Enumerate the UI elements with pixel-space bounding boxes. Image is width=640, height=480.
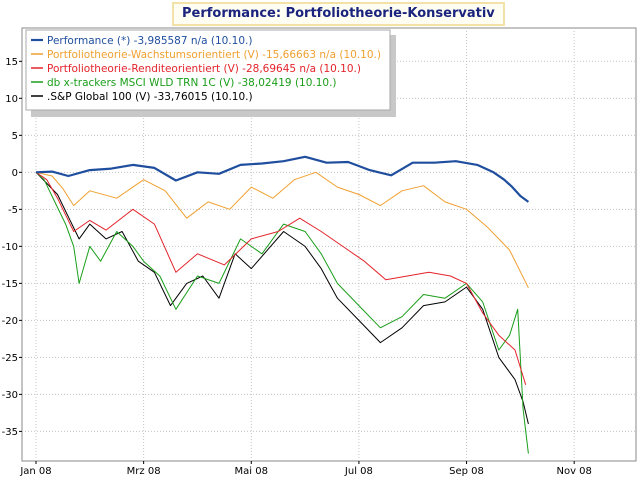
series-line-3 xyxy=(35,171,529,454)
legend-entry-0: Performance (*) -3,985587 n/a (10.10.) xyxy=(47,35,252,47)
x-axis: Jan 08 Mrz 08 Mai 08 Jul 08 Sep 08 Nov 08 xyxy=(19,461,592,477)
legend-entry-4: .S&P Global 100 (V) -33,76015 (10.10.) xyxy=(47,91,253,103)
x-tick-label: Mrz 08 xyxy=(127,466,161,477)
y-axis: 15 10 5 0 -5 -10 -15 -20 -25 -30 -35 xyxy=(2,57,22,438)
y-tick-label: -30 xyxy=(2,390,18,401)
y-tick-label: -20 xyxy=(2,316,18,327)
x-tick-label: Nov 08 xyxy=(556,466,591,477)
x-tick-label: Sep 08 xyxy=(449,466,484,477)
legend-entry-3: db x-trackers MSCI WLD TRN 1C (V) -38,02… xyxy=(47,77,337,89)
y-tick-label: 0 xyxy=(12,168,18,179)
grid xyxy=(22,28,636,461)
y-tick-label: -15 xyxy=(2,279,18,290)
y-tick-label: -25 xyxy=(2,353,18,364)
x-tick-label: Mai 08 xyxy=(235,466,268,477)
x-tick-label: Jan 08 xyxy=(19,466,51,477)
series-line-4 xyxy=(35,171,529,425)
series-lines xyxy=(35,155,530,454)
y-tick-label: -35 xyxy=(2,427,18,438)
y-tick-label: 15 xyxy=(5,57,18,68)
y-tick-label: -10 xyxy=(2,242,18,253)
series-line-0 xyxy=(35,155,530,203)
y-tick-label: 10 xyxy=(5,94,18,105)
series-line-2 xyxy=(35,171,527,385)
legend-entry-1: Portfoliotheorie-Wachstumsorientiert (V)… xyxy=(47,49,381,61)
series-line-1 xyxy=(35,171,529,289)
chart-title: Performance: Portfoliotheorie-Konservati… xyxy=(172,2,505,26)
y-tick-label: 5 xyxy=(12,131,18,142)
x-tick-label: Jul 08 xyxy=(344,466,373,477)
legend: Performance (*) -3,985587 n/a (10.10.) Po… xyxy=(25,29,396,117)
legend-entry-2: Portfoliotheorie-Renditeorientiert (V) -… xyxy=(47,63,361,75)
y-tick-label: -5 xyxy=(8,205,18,216)
